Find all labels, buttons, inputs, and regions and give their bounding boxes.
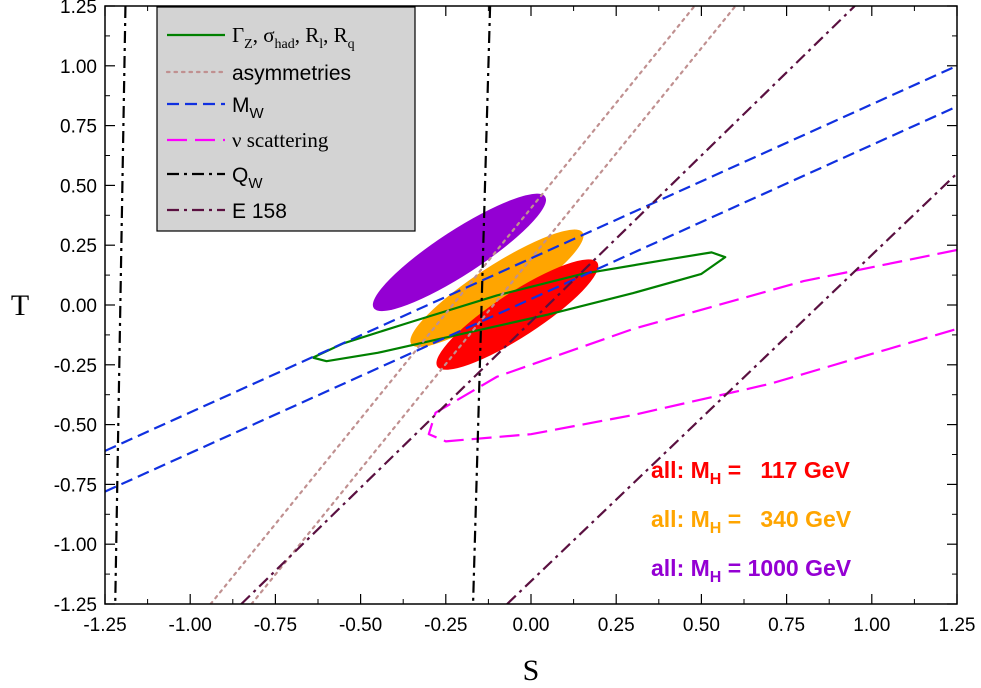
y-tick-label: 0.75 (60, 117, 97, 138)
y-tick-label: -1.25 (54, 595, 97, 616)
x-tick-label: -0.75 (254, 615, 297, 636)
x-tick-label: 0.75 (768, 615, 805, 636)
ticks-layer: -1.25 -1.00 -0.75 -0.50 -0.25 0.00 0.25 0.50 0.7… (54, 0, 976, 636)
y-tick-label: -1.00 (54, 535, 97, 556)
ellipse-1000-gev (372, 193, 547, 312)
y-tick-label: 0.25 (60, 236, 97, 257)
x-tick-label: 0.50 (683, 615, 720, 636)
series-2-line-1 (105, 105, 957, 493)
series-3-contour (427, 248, 957, 443)
y-tick-label: 1.00 (60, 57, 97, 78)
series-5-line-1 (506, 172, 957, 604)
y-tick-label: 0.00 (60, 296, 97, 317)
x-axis-title: S (523, 654, 540, 687)
x-tick-label: 0.25 (598, 615, 635, 636)
series-5-line-0 (240, 6, 856, 604)
x-tick-label: -0.50 (339, 615, 382, 636)
series-1-line-0 (209, 6, 696, 604)
x-tick-label: -0.25 (424, 615, 467, 636)
x-tick-label: 0.00 (513, 615, 550, 636)
legend-label-z: ΓZ, σhad, Rl, Rq (232, 23, 355, 52)
legend-box (156, 6, 416, 232)
annotation-mh-117: all: MH = 117 GeV (651, 457, 851, 488)
x-tick-label: 1.25 (939, 615, 976, 636)
y-tick-label: -0.50 (54, 416, 97, 437)
y-tick-label: -0.75 (54, 475, 97, 496)
x-tick-label: -1.25 (83, 615, 126, 636)
legend-label-asymmetries: asymmetries (232, 62, 351, 85)
x-tick-label: -1.00 (169, 615, 212, 636)
legend-label-nu: ν scattering (232, 128, 329, 152)
series-0-contour (312, 251, 727, 363)
x-tick-label: 1.00 (853, 615, 890, 636)
y-tick-label: 0.50 (60, 176, 97, 197)
legend-label-mw: MW (232, 94, 265, 122)
annotation-mh-340: all: MH = 340 GeV (651, 506, 852, 537)
legend: ΓZ, σhad, Rl, Rq asymmetries MW ν scatte… (156, 6, 416, 232)
legend-label-qw: QW (232, 164, 263, 192)
annotation-mh-1000: all: MH = 1000 GeV (651, 555, 852, 586)
y-tick-label: 1.25 (60, 0, 97, 18)
y-axis-title: T (11, 289, 29, 322)
series-1-line-1 (250, 6, 737, 604)
ellipse-340-gev (410, 229, 584, 347)
y-tick-label: -0.25 (54, 356, 97, 377)
series-layer (105, 6, 957, 604)
series-2-line-0 (105, 64, 957, 452)
legend-label-e158: E 158 (232, 200, 287, 223)
